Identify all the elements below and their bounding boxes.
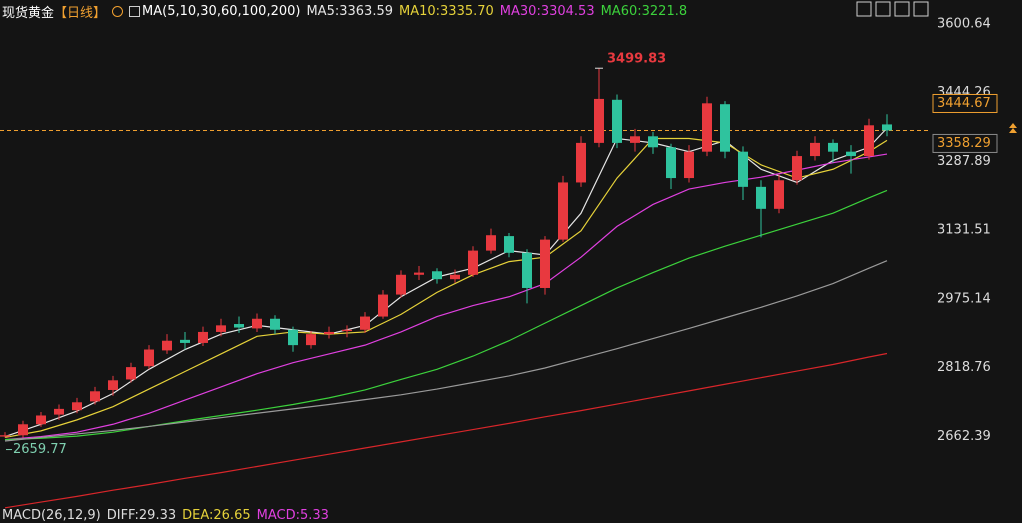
indicator-icon[interactable]	[129, 6, 141, 17]
high-label: 3499.83	[607, 52, 666, 67]
candle-body	[720, 104, 730, 152]
candle-body	[54, 408, 64, 415]
ma-line	[4, 352, 888, 509]
candle-body	[666, 147, 676, 179]
y-tick-label: 2662.39	[937, 429, 991, 444]
candle-body	[792, 156, 802, 181]
scroll-icon[interactable]	[1009, 123, 1017, 133]
y-tick-label: 3131.51	[937, 223, 991, 238]
candle-body	[522, 252, 532, 288]
ma-line	[4, 153, 888, 441]
footer: MACD(26,12,9) DIFF:29.33 DEA:26.65 MACD:5.3…	[2, 508, 329, 523]
candle-body	[36, 415, 46, 425]
legend-entry: MA60:3221.8	[600, 4, 688, 19]
candle-body	[216, 325, 226, 332]
candle-body	[576, 142, 586, 183]
candle-body	[0, 435, 10, 437]
candle-body	[504, 236, 514, 253]
candle-body	[360, 316, 370, 330]
ma-line	[4, 127, 888, 438]
candle-body	[882, 124, 892, 131]
y-tick-label: 3287.89	[937, 154, 991, 169]
candle-body	[468, 250, 478, 275]
candle-body	[72, 402, 82, 411]
candle-body	[234, 324, 244, 328]
ma-line	[4, 189, 888, 441]
candle-body	[162, 340, 172, 351]
candle-body	[594, 98, 604, 143]
y-tick-label: 2818.76	[937, 360, 991, 375]
candle-body	[324, 331, 334, 335]
candle-body	[756, 186, 766, 209]
candle-body	[846, 151, 856, 157]
candle-body	[396, 274, 406, 295]
legend-entry: MA30:3304.53	[499, 4, 595, 19]
period[interactable]: 【日线】	[54, 6, 107, 21]
candle-body	[342, 329, 352, 332]
candle-body	[810, 142, 820, 157]
legend-entry: MA10:3335.70	[399, 4, 494, 19]
candle-body	[126, 367, 136, 380]
candle-body	[414, 272, 424, 275]
price-label: 3358.29	[937, 136, 991, 151]
candle-body	[558, 182, 568, 240]
candle-body	[738, 151, 748, 187]
tool-icon[interactable]	[894, 1, 910, 17]
candle-body	[864, 125, 874, 157]
candle-body	[612, 99, 622, 143]
candle-body	[828, 142, 838, 152]
toolbar	[856, 1, 929, 17]
tool-icon[interactable]	[913, 1, 929, 17]
candle-body	[288, 329, 298, 346]
candle-body	[540, 239, 550, 288]
price-label: 3444.67	[937, 96, 991, 111]
macd-legend: DEA:26.65	[182, 508, 251, 523]
candle-body	[702, 103, 712, 152]
legend-entry: MA5:3363.59	[306, 4, 393, 19]
macd-legend: MACD:5.33	[256, 508, 329, 523]
tool-icon[interactable]	[856, 1, 872, 17]
candle-body	[198, 331, 208, 343]
candle-body	[378, 294, 388, 317]
candle-body	[486, 235, 496, 251]
candle-body	[432, 271, 442, 280]
candle-body	[306, 334, 316, 346]
tool-icon[interactable]	[875, 1, 891, 17]
indicator: MA(5,10,30,60,100,200)	[142, 4, 301, 19]
header: 现货黄金 【日线】 MA(5,10,30,60,100,200) MA5:336…	[2, 2, 687, 21]
candle-body	[774, 180, 784, 209]
candle-body	[90, 391, 100, 402]
title: 现货黄金	[2, 6, 55, 21]
ma-line	[4, 260, 888, 442]
candle-body	[684, 151, 694, 179]
price-box	[932, 93, 998, 113]
candle-body	[648, 136, 658, 148]
macd-legend: MACD(26,12,9)	[2, 508, 101, 523]
candle-body	[144, 349, 154, 367]
candle-body	[630, 136, 640, 143]
candle-body	[108, 380, 118, 390]
candle-body	[180, 339, 190, 343]
y-tick-label: 2975.14	[937, 291, 991, 306]
candle-body	[18, 424, 28, 436]
low-label: 2659.77	[13, 442, 67, 457]
candle-body	[252, 318, 262, 329]
y-tick-label: 3600.64	[937, 16, 991, 31]
macd-legend: DIFF:29.33	[106, 508, 177, 523]
candle-body	[270, 318, 280, 330]
ma-line	[4, 137, 888, 439]
candle-body	[450, 274, 460, 280]
price-box	[932, 133, 998, 153]
add-icon[interactable]	[112, 6, 124, 17]
